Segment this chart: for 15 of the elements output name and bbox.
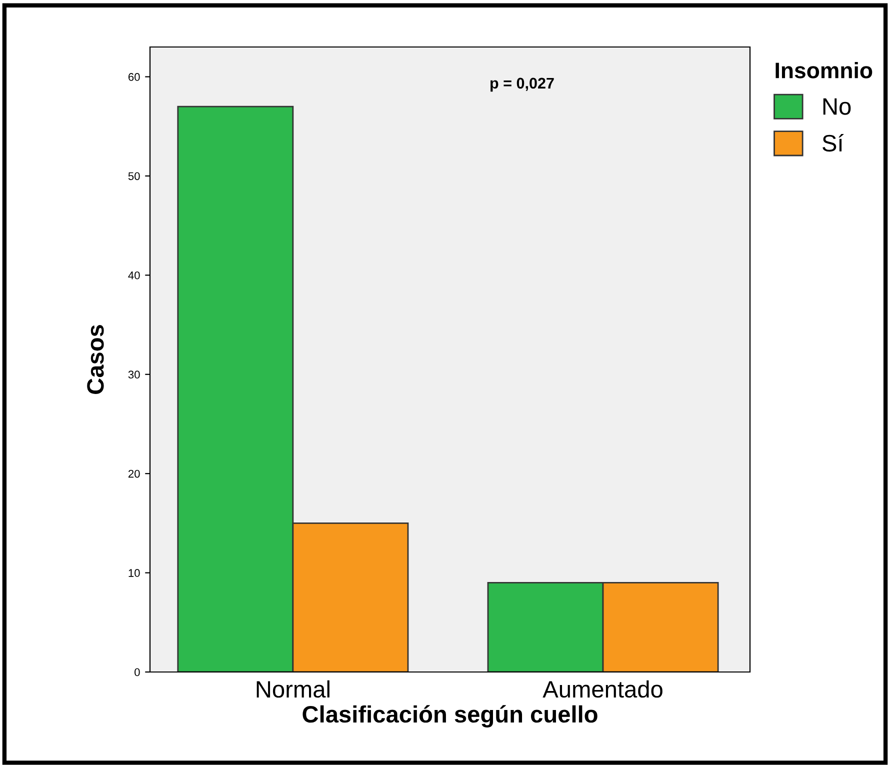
y-tick-label: 50 xyxy=(128,172,140,180)
x-tick-label: Normal xyxy=(256,680,330,698)
x-axis-title: Clasificación según cuello xyxy=(302,705,598,728)
y-tick-label: 0 xyxy=(134,668,140,676)
y-tick-label: 60 xyxy=(128,73,140,81)
y-tick-label: 30 xyxy=(128,370,140,379)
legend-label: No xyxy=(823,98,851,115)
y-tick-label: 10 xyxy=(128,569,140,577)
x-tick-label: Aumentado xyxy=(542,680,662,698)
annotation: p = 0,027 xyxy=(490,78,554,92)
y-axis-title: Casos xyxy=(87,325,104,394)
legend-title: Insomnio xyxy=(776,62,872,78)
legend-label: Sí xyxy=(822,134,844,152)
y-tick-label: 20 xyxy=(128,470,140,478)
y-tick-label: 40 xyxy=(128,271,140,280)
